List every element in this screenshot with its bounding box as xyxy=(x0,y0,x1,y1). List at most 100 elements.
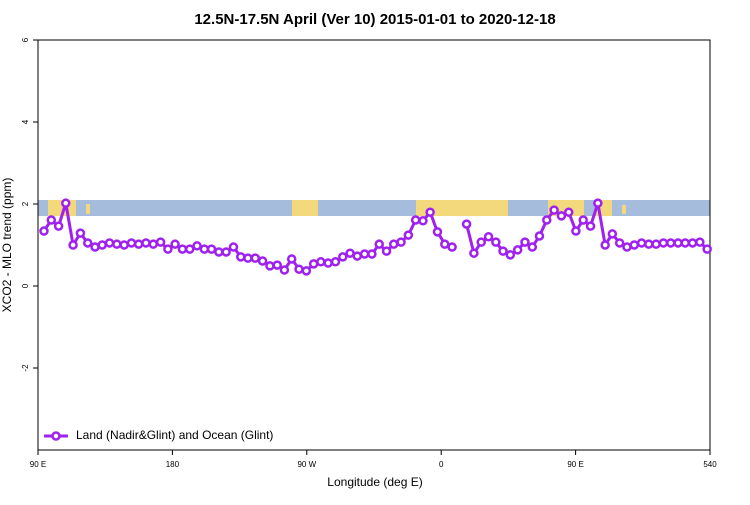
data-point xyxy=(388,239,399,249)
data-point xyxy=(585,221,596,231)
data-point xyxy=(571,226,581,236)
data-point xyxy=(119,240,129,250)
data-point xyxy=(505,250,516,260)
data-point xyxy=(279,265,290,275)
data-point xyxy=(374,239,384,249)
data-point xyxy=(432,227,443,237)
data-point xyxy=(396,237,406,247)
x-tick-label: 90 E xyxy=(567,460,583,469)
y-tick-label: -2 xyxy=(21,364,30,372)
data-point xyxy=(658,238,669,248)
data-point xyxy=(141,238,151,248)
data-point xyxy=(578,215,588,225)
data-point xyxy=(192,241,202,251)
data-point xyxy=(520,237,530,247)
data-point xyxy=(104,238,115,248)
legend-marker xyxy=(51,431,61,441)
data-point xyxy=(316,257,326,267)
data-point xyxy=(410,215,421,225)
data-point xyxy=(75,228,86,238)
data-point xyxy=(214,247,224,257)
data-point xyxy=(491,237,501,247)
data-point xyxy=(461,219,472,229)
data-point xyxy=(512,245,523,255)
data-point xyxy=(359,249,370,259)
data-point xyxy=(665,238,676,248)
plot-frame xyxy=(37,39,711,451)
data-point xyxy=(476,237,486,247)
data-point xyxy=(556,211,567,221)
data-point xyxy=(418,216,428,226)
data-point xyxy=(221,247,231,257)
data-point xyxy=(600,240,610,250)
data-point xyxy=(695,237,705,247)
data-point xyxy=(352,251,363,261)
data-point xyxy=(687,238,698,248)
data-point xyxy=(702,244,712,254)
data-point xyxy=(563,207,574,217)
data-point xyxy=(440,239,450,249)
data-point xyxy=(82,238,93,248)
data-point xyxy=(680,238,690,248)
data-point xyxy=(257,256,268,266)
data-point xyxy=(534,231,545,241)
data-point xyxy=(272,260,282,270)
data-point xyxy=(148,239,159,249)
data-point xyxy=(483,232,494,242)
data-point xyxy=(46,215,57,225)
x-tick-label: 0 xyxy=(439,460,444,469)
data-point xyxy=(155,237,166,247)
data-point xyxy=(243,253,253,263)
data-point xyxy=(163,244,173,254)
land-ocean-strip xyxy=(38,200,710,216)
x-axis-label: Longitude (deg E) xyxy=(327,475,422,489)
data-point xyxy=(53,221,64,231)
data-point xyxy=(607,229,618,239)
data-point xyxy=(250,253,261,263)
y-tick-label: 2 xyxy=(21,201,30,206)
data-point xyxy=(527,242,538,252)
data-point xyxy=(367,249,377,259)
data-point xyxy=(112,239,122,249)
y-tick-label: 4 xyxy=(21,119,30,124)
y-axis-label: XCO2 - MLO trend (ppm) xyxy=(0,178,14,313)
data-point xyxy=(644,239,654,249)
data-point xyxy=(330,257,341,267)
chart-title: 12.5N-17.5N April (Ver 10) 2015-01-01 to… xyxy=(194,11,555,28)
data-point xyxy=(170,239,180,249)
data-point xyxy=(425,207,435,217)
data-point xyxy=(126,238,137,248)
data-point xyxy=(206,244,217,254)
data-point xyxy=(301,266,312,276)
data-point xyxy=(636,238,647,248)
data-point xyxy=(265,261,275,271)
x-tick-label: 90 W xyxy=(297,460,316,469)
y-tick-label: 6 xyxy=(21,37,30,42)
data-point xyxy=(61,198,71,208)
data-point xyxy=(542,215,552,225)
data-point xyxy=(651,239,661,249)
data-point xyxy=(294,264,304,274)
data-point xyxy=(68,240,78,250)
data-point xyxy=(549,205,559,215)
data-point xyxy=(133,239,144,249)
data-point xyxy=(39,226,49,236)
y-tick-label: 0 xyxy=(21,283,30,288)
legend-label: Land (Nadir&Glint) and Ocean (Glint) xyxy=(76,428,273,442)
data-point xyxy=(622,242,632,252)
data-point xyxy=(629,240,640,250)
data-point xyxy=(403,230,414,240)
data-point xyxy=(447,242,457,252)
data-point xyxy=(469,248,479,258)
data-point xyxy=(338,252,348,262)
data-point xyxy=(286,254,297,264)
x-tick-label: 180 xyxy=(166,460,180,469)
data-point xyxy=(381,246,392,256)
x-tick-label: 540 xyxy=(703,460,717,469)
data-point xyxy=(184,244,195,254)
data-point xyxy=(97,240,107,250)
data-point xyxy=(614,238,625,248)
data-point xyxy=(593,198,603,208)
data-point xyxy=(498,246,508,256)
